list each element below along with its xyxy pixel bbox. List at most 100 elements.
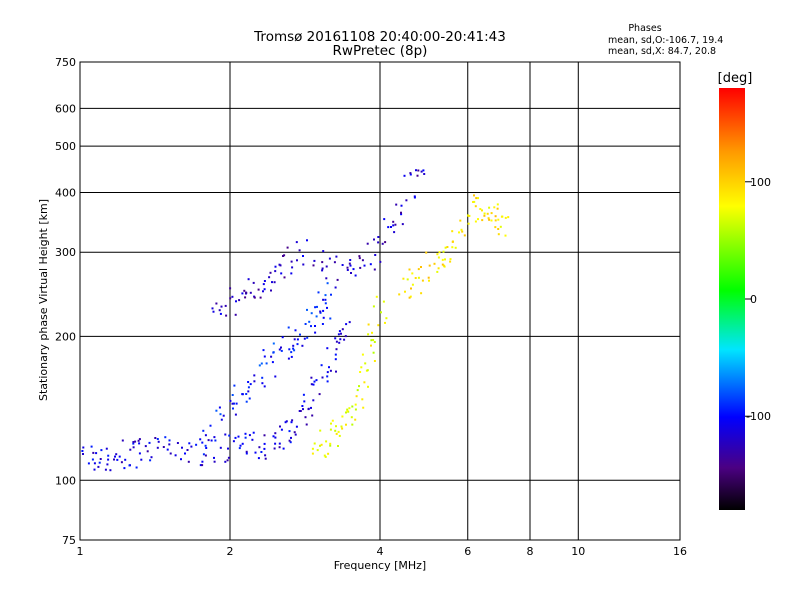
data-point [232, 407, 234, 410]
data-point [290, 260, 293, 263]
data-point [245, 393, 248, 395]
data-point [306, 308, 308, 311]
data-point [363, 381, 366, 384]
data-point [169, 452, 172, 455]
data-point [337, 430, 340, 433]
data-point [334, 429, 337, 432]
data-point [314, 325, 316, 327]
data-point [199, 464, 202, 467]
data-point [260, 451, 263, 453]
data-point [258, 446, 261, 449]
data-point [363, 264, 366, 267]
data-point [295, 241, 298, 244]
data-point [271, 361, 274, 364]
data-point [427, 276, 430, 279]
data-point [124, 458, 127, 461]
data-point [95, 452, 98, 455]
data-point [274, 436, 277, 439]
data-point [218, 309, 221, 312]
data-point [372, 305, 375, 308]
data-point [188, 442, 191, 445]
data-point [362, 406, 365, 409]
data-point [409, 173, 412, 176]
data-point [335, 340, 338, 343]
data-point [403, 174, 406, 177]
data-point [287, 326, 290, 329]
data-point [201, 460, 204, 463]
data-point [92, 451, 95, 454]
data-point [346, 410, 349, 413]
data-point [308, 320, 311, 323]
data-point [354, 274, 357, 277]
data-point [290, 421, 293, 424]
data-point [252, 281, 255, 284]
data-point [306, 239, 308, 242]
data-point [106, 463, 109, 466]
data-point [405, 199, 408, 202]
data-point [494, 215, 497, 218]
data-point [494, 219, 497, 222]
data-point [358, 257, 361, 260]
data-point [148, 441, 151, 444]
data-point [164, 436, 167, 439]
data-point [215, 302, 218, 305]
data-point [231, 295, 234, 298]
x-tick-label: 4 [377, 545, 384, 558]
data-point [274, 432, 277, 435]
data-point [212, 310, 215, 313]
data-point [261, 382, 264, 385]
data-point [354, 408, 357, 411]
data-point [441, 258, 444, 261]
data-point [229, 287, 232, 290]
data-point [279, 264, 282, 267]
data-point [302, 255, 304, 257]
data-point [436, 270, 439, 273]
colorbar-tick-label: 100 [750, 176, 771, 189]
data-point [366, 369, 369, 372]
data-point [311, 447, 314, 450]
data-point [301, 344, 304, 347]
data-point [288, 439, 291, 442]
data-point [118, 455, 121, 458]
data-point [149, 459, 152, 462]
data-point [215, 409, 218, 412]
data-point [156, 446, 159, 449]
data-point [229, 297, 232, 300]
data-point [282, 447, 285, 450]
data-point [247, 386, 250, 389]
data-point [311, 414, 314, 417]
data-point [312, 399, 315, 402]
data-point [296, 338, 299, 341]
x-axis-label: Frequency [MHz] [334, 559, 426, 572]
data-point [211, 307, 214, 310]
data-point [214, 439, 217, 442]
data-point [273, 281, 276, 284]
data-point [156, 438, 159, 440]
data-point [351, 423, 354, 426]
data-point [451, 240, 454, 243]
data-point [410, 287, 412, 290]
data-point [313, 442, 316, 445]
data-point [373, 238, 375, 241]
data-point [333, 261, 336, 264]
data-point [323, 454, 326, 457]
data-point [392, 224, 395, 227]
x-tick-label: 8 [527, 545, 534, 558]
data-point [349, 259, 352, 261]
data-point [252, 431, 255, 434]
data-point [349, 264, 352, 267]
data-point [359, 266, 362, 269]
data-point [205, 447, 208, 449]
data-point [334, 358, 337, 361]
data-point [408, 296, 411, 299]
data-point [269, 271, 272, 274]
data-point [219, 312, 222, 315]
data-point [168, 443, 171, 446]
data-point [120, 461, 123, 464]
data-point [132, 446, 135, 449]
data-point [303, 400, 306, 403]
data-point [288, 430, 291, 433]
data-point [283, 276, 286, 279]
data-point [409, 295, 412, 298]
y-tick-label: 600 [55, 102, 76, 115]
